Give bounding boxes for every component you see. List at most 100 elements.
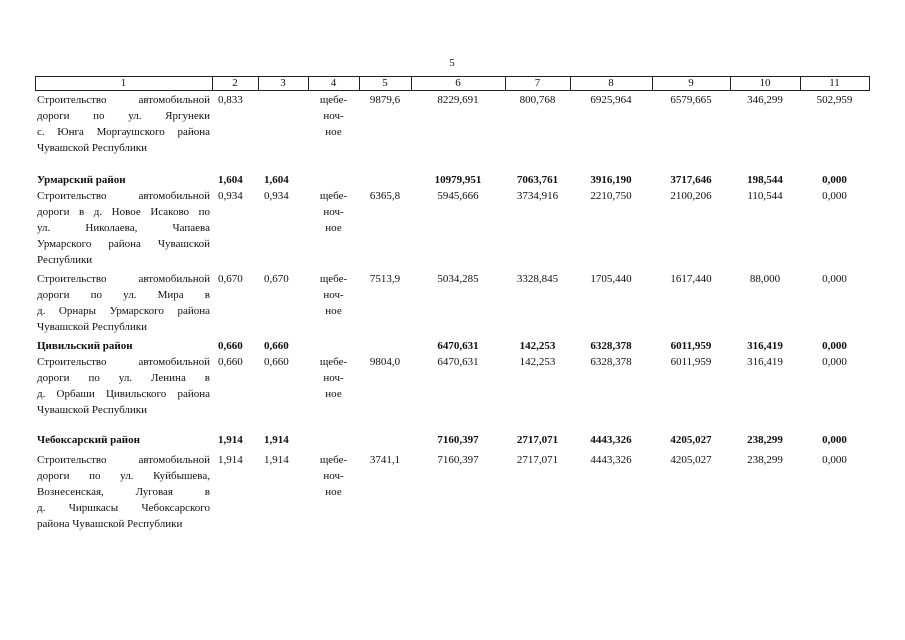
cell-text: Строительство автомобильной: [37, 356, 210, 368]
cell-value: 1,914: [264, 454, 289, 466]
cell-text: Цивильский район: [37, 340, 133, 352]
cell-material: щебе-: [319, 190, 348, 202]
cell-value: 0,660: [218, 356, 243, 368]
cell-material: ноч-: [323, 110, 344, 122]
cell-value: 10979,951: [434, 174, 482, 186]
cell-value: 7063,761: [516, 174, 559, 186]
cell-value: 88,000: [749, 273, 781, 285]
cell-value: 142,253: [519, 356, 556, 368]
cell-value: 198,544: [747, 174, 783, 186]
cell-value: 6365,8: [369, 190, 401, 202]
page-number: 5: [449, 57, 455, 69]
cell-text: д. Чиршкасы Чебоксарского: [37, 502, 210, 514]
cell-text: дороги по ул. Куйбышева,: [37, 470, 210, 482]
header-cell: 3: [280, 77, 286, 89]
cell-value: 8229,691: [437, 94, 479, 106]
cell-value: 4443,326: [590, 434, 632, 446]
cell-value: 316,419: [747, 340, 783, 352]
cell-text: д. Орнары Урмарского района: [37, 305, 210, 317]
cell-material: щебе-: [319, 94, 348, 106]
header-cell: 6: [455, 77, 461, 89]
cell-value: 502,959: [816, 94, 853, 106]
cell-value: 6011,959: [670, 356, 712, 368]
header-cell: 9: [688, 77, 694, 89]
cell-value: 3328,845: [516, 273, 559, 285]
cell-text: Чебоксарский район: [37, 434, 140, 446]
cell-value: 6011,959: [670, 340, 712, 352]
cell-value: 238,299: [747, 434, 783, 446]
cell-value: 0,000: [822, 454, 847, 466]
cell-value: 6328,378: [590, 340, 632, 352]
cell-material: ное: [325, 222, 342, 234]
header-cell: 11: [829, 77, 840, 89]
cell-value: 4205,027: [670, 434, 712, 446]
cell-material: ноч-: [323, 470, 344, 482]
cell-text: Строительство автомобильной: [37, 454, 210, 466]
cell-value: 3717,646: [670, 174, 712, 186]
cell-value: 0,660: [264, 356, 289, 368]
cell-text: Урмарский район: [37, 174, 126, 186]
rule: [411, 76, 412, 91]
cell-text: Республики: [37, 254, 93, 266]
cell-text: Чувашской Республики: [37, 321, 148, 333]
cell-text: дороги по ул. Яргунеки: [37, 110, 210, 122]
cell-value: 7160,397: [437, 454, 479, 466]
cell-material: ное: [325, 126, 342, 138]
rule: [505, 76, 506, 91]
cell-value: 1,914: [218, 434, 243, 446]
rule: [35, 76, 36, 91]
rule: [359, 76, 360, 91]
rule: [652, 76, 653, 91]
cell-value: 4205,027: [670, 454, 712, 466]
cell-text: ул. Николаева, Чапаева: [37, 222, 210, 234]
cell-text: дороги по ул. Мира в: [37, 289, 210, 301]
cell-material: ноч-: [323, 206, 344, 218]
header-cell: 5: [382, 77, 388, 89]
cell-text: с. Юнга Моргаушского района: [37, 126, 210, 138]
cell-value: 0,934: [218, 190, 243, 202]
rule: [869, 76, 870, 91]
cell-value: 0,670: [264, 273, 289, 285]
cell-value: 110,544: [747, 190, 783, 202]
cell-material: ноч-: [323, 289, 344, 301]
cell-value: 3741,1: [369, 454, 401, 466]
cell-value: 6470,631: [437, 356, 479, 368]
cell-value: 316,419: [747, 356, 783, 368]
cell-material: щебе-: [319, 273, 348, 285]
cell-value: 0,000: [822, 434, 847, 446]
cell-text: Чувашской Республики: [37, 404, 148, 416]
cell-value: 2210,750: [590, 190, 632, 202]
header-cell: 10: [759, 77, 771, 89]
cell-material: ное: [325, 486, 342, 498]
rule: [570, 76, 571, 91]
cell-material: щебе-: [319, 356, 348, 368]
cell-text: Строительство автомобильной: [37, 190, 210, 202]
cell-value: 1,914: [264, 434, 289, 446]
cell-text: Урмарского района Чувашской: [37, 238, 210, 250]
cell-value: 0,660: [264, 340, 289, 352]
cell-value: 238,299: [747, 454, 783, 466]
cell-value: 3916,190: [590, 174, 632, 186]
cell-value: 5034,285: [437, 273, 479, 285]
cell-value: 5945,666: [437, 190, 479, 202]
rule: [308, 76, 309, 91]
header-cell: 2: [232, 77, 238, 89]
cell-text: дороги в д. Новое Исаково по: [37, 206, 210, 218]
cell-material: ное: [325, 305, 342, 317]
cell-value: 1,604: [218, 174, 243, 186]
cell-value: 1705,440: [590, 273, 632, 285]
cell-value: 3734,916: [516, 190, 559, 202]
cell-text: Строительство автомобильной: [37, 273, 210, 285]
cell-value: 7160,397: [437, 434, 479, 446]
cell-value: 7513,9: [369, 273, 401, 285]
cell-value: 0,000: [822, 340, 847, 352]
cell-value: 0,000: [822, 356, 847, 368]
cell-value: 0,000: [822, 190, 847, 202]
cell-text: Вознесенская, Луговая в: [37, 486, 210, 498]
cell-value: 9804,0: [369, 356, 401, 368]
cell-value: 0,934: [264, 190, 289, 202]
cell-material: ноч-: [323, 372, 344, 384]
cell-value: 0,000: [822, 273, 847, 285]
cell-material: ное: [325, 388, 342, 400]
rule: [35, 90, 869, 91]
